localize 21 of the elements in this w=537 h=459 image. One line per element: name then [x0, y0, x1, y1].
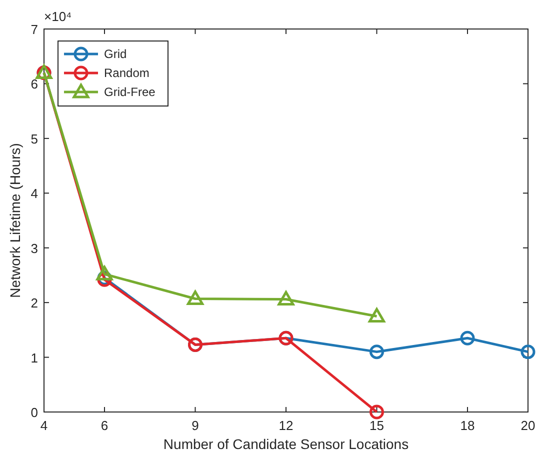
- legend-label: Grid: [104, 47, 127, 61]
- x-tick-label: 12: [278, 418, 294, 433]
- y-tick-label: 6: [30, 76, 38, 92]
- x-tick-label: 4: [40, 418, 48, 433]
- legend-label: Grid-Free: [104, 85, 156, 99]
- x-tick-label: 20: [520, 418, 536, 433]
- y-tick-label: 0: [30, 405, 38, 420]
- legend-label: Random: [104, 66, 150, 80]
- y-tick-label: 3: [30, 240, 38, 256]
- x-axis-title: Number of Candidate Sensor Locations: [163, 436, 409, 452]
- y-tick-label: 5: [30, 131, 38, 146]
- y-tick-label: 2: [30, 296, 38, 311]
- y-axis-title: Network Lifetime (Hours): [7, 143, 23, 298]
- y-tick-label: 4: [30, 186, 38, 202]
- x-tick-label: 18: [460, 418, 475, 433]
- x-tick-label: 15: [370, 418, 384, 433]
- text: ×10⁴: [44, 9, 72, 24]
- x-tick-label: 6: [100, 418, 108, 433]
- y-tick-label: 1: [30, 350, 38, 366]
- y-tick-label: 7: [30, 22, 38, 37]
- x-tick-label: 9: [192, 418, 199, 433]
